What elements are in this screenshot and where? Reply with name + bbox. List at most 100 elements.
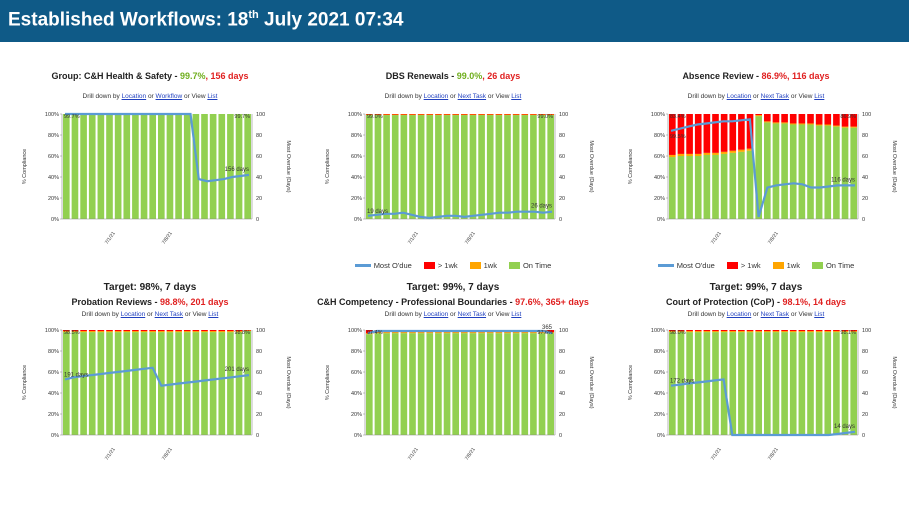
bar-one-week bbox=[461, 114, 468, 116]
bar-over-one-week bbox=[452, 114, 459, 115]
left-value-label: 98.5% bbox=[64, 330, 80, 336]
bar-one-week bbox=[175, 331, 182, 333]
drill-view: or View bbox=[182, 93, 208, 100]
bar-one-week bbox=[789, 123, 797, 125]
bar-one-week bbox=[815, 331, 823, 333]
y2-tick-label: 20 bbox=[862, 196, 868, 202]
bar-on-time bbox=[530, 115, 537, 219]
bar-over-one-week bbox=[192, 330, 200, 332]
drill-location-link[interactable]: Location bbox=[120, 311, 146, 318]
bar-over-one-week bbox=[789, 114, 797, 124]
drill-location-link[interactable]: Location bbox=[423, 93, 449, 100]
drill-list-link[interactable]: List bbox=[814, 311, 825, 318]
bar-on-time bbox=[209, 332, 217, 435]
bar-on-time bbox=[738, 151, 745, 219]
y2-tick-label: 80 bbox=[256, 349, 262, 355]
bar-over-one-week bbox=[538, 114, 546, 115]
y-axis-label: % Compliance bbox=[628, 365, 634, 400]
drill-list-link[interactable]: List bbox=[814, 93, 825, 100]
y2-tick-label: 40 bbox=[559, 175, 565, 181]
bar-on-time bbox=[391, 333, 399, 435]
bar-over-one-week bbox=[469, 114, 477, 115]
bar-on-time bbox=[764, 122, 771, 219]
bar-on-time bbox=[850, 332, 857, 435]
bar-on-time bbox=[703, 332, 711, 435]
legend-one-week: 1wk bbox=[772, 261, 800, 270]
bar-one-week bbox=[452, 114, 459, 116]
bar-on-time bbox=[478, 333, 485, 435]
bar-over-one-week bbox=[183, 330, 191, 332]
chart-panel-6: Target: 99%, 7 days Court of Protection (… bbox=[606, 280, 906, 510]
drill-list-link[interactable]: List bbox=[511, 311, 522, 318]
drill-list-link[interactable]: List bbox=[511, 93, 522, 100]
bar-over-one-week bbox=[175, 330, 182, 332]
bar-one-week bbox=[512, 332, 520, 334]
drill-next-link[interactable]: Next Task bbox=[457, 311, 487, 318]
drill-or: or bbox=[448, 311, 458, 318]
y-tick-label: 40% bbox=[351, 391, 362, 397]
drill-location-link[interactable]: Location bbox=[121, 93, 147, 100]
bar-one-week bbox=[140, 331, 148, 333]
bar-on-time bbox=[417, 333, 425, 435]
drill-list-link[interactable]: List bbox=[208, 311, 219, 318]
bar-over-one-week bbox=[80, 330, 87, 332]
bar-on-time bbox=[452, 333, 459, 435]
bar-one-week bbox=[383, 114, 390, 116]
drill-next-link[interactable]: Workflow bbox=[155, 93, 183, 100]
drill-next-link[interactable]: Next Task bbox=[154, 311, 184, 318]
bar-on-time bbox=[80, 332, 87, 435]
bar-one-week bbox=[495, 114, 503, 116]
bar-over-one-week bbox=[798, 330, 806, 332]
legend-over-one-week: > 1wk bbox=[726, 261, 761, 270]
bar-over-one-week bbox=[824, 330, 832, 332]
y2-tick-label: 100 bbox=[256, 328, 265, 334]
page-title: Established Workflows: 18th July 2021 07… bbox=[8, 9, 404, 31]
bar-on-time bbox=[495, 115, 503, 219]
bar-on-time bbox=[175, 114, 182, 219]
bar-one-week bbox=[824, 331, 832, 333]
bar-on-time bbox=[461, 333, 468, 435]
bar-over-one-week bbox=[669, 114, 676, 155]
end-days-label: 201 days bbox=[225, 367, 249, 373]
bar-on-time bbox=[123, 114, 131, 219]
bar-over-one-week bbox=[495, 114, 503, 115]
bar-on-time bbox=[201, 332, 208, 435]
bar-over-one-week bbox=[703, 114, 711, 153]
legend-label: > 1wk bbox=[437, 260, 458, 270]
legend-swatch bbox=[811, 262, 823, 270]
y2-tick-label: 0 bbox=[862, 433, 865, 439]
bar-over-one-week bbox=[833, 330, 840, 332]
chart-legend: Most O'due > 1wk 1wk On Time bbox=[606, 260, 906, 274]
y-tick-label: 40% bbox=[654, 175, 665, 181]
y-tick-label: 100% bbox=[651, 112, 665, 118]
drill-down-links: Drill down by Location or Workflow or Vi… bbox=[0, 93, 300, 100]
y2-tick-label: 80 bbox=[862, 133, 868, 139]
bar-over-one-week bbox=[677, 114, 685, 154]
drill-location-link[interactable]: Location bbox=[726, 311, 752, 318]
legend-one-week: 1wk bbox=[469, 261, 497, 270]
y-axis-label: % Compliance bbox=[22, 149, 28, 184]
y2-tick-label: 40 bbox=[559, 391, 565, 397]
y-tick-label: 20% bbox=[48, 196, 59, 202]
left-value-label: 83.4% bbox=[670, 114, 686, 120]
bar-over-one-week bbox=[366, 330, 373, 334]
bar-one-week bbox=[538, 114, 546, 116]
y2-axis-label: Most Overdue (Days) bbox=[891, 356, 897, 408]
drill-location-link[interactable]: Location bbox=[423, 311, 449, 318]
drill-next-link[interactable]: Next Task bbox=[760, 93, 790, 100]
drill-list-link[interactable]: List bbox=[207, 93, 218, 100]
bar-over-one-week bbox=[686, 330, 693, 332]
y2-tick-label: 40 bbox=[862, 391, 868, 397]
drill-location-link[interactable]: Location bbox=[726, 93, 752, 100]
x-tick-label: 7/1/21 bbox=[104, 447, 117, 462]
bar-one-week bbox=[850, 126, 857, 128]
legend-label: Most O'due bbox=[373, 260, 412, 270]
bar-on-time bbox=[521, 333, 529, 435]
bar-on-time bbox=[218, 332, 226, 435]
page-header: Established Workflows: 18th July 2021 07… bbox=[0, 0, 909, 42]
bar-on-time bbox=[400, 333, 408, 435]
drill-next-link[interactable]: Next Task bbox=[457, 93, 487, 100]
bar-one-week bbox=[677, 153, 685, 156]
drill-next-link[interactable]: Next Task bbox=[760, 311, 790, 318]
bar-one-week bbox=[772, 122, 780, 124]
